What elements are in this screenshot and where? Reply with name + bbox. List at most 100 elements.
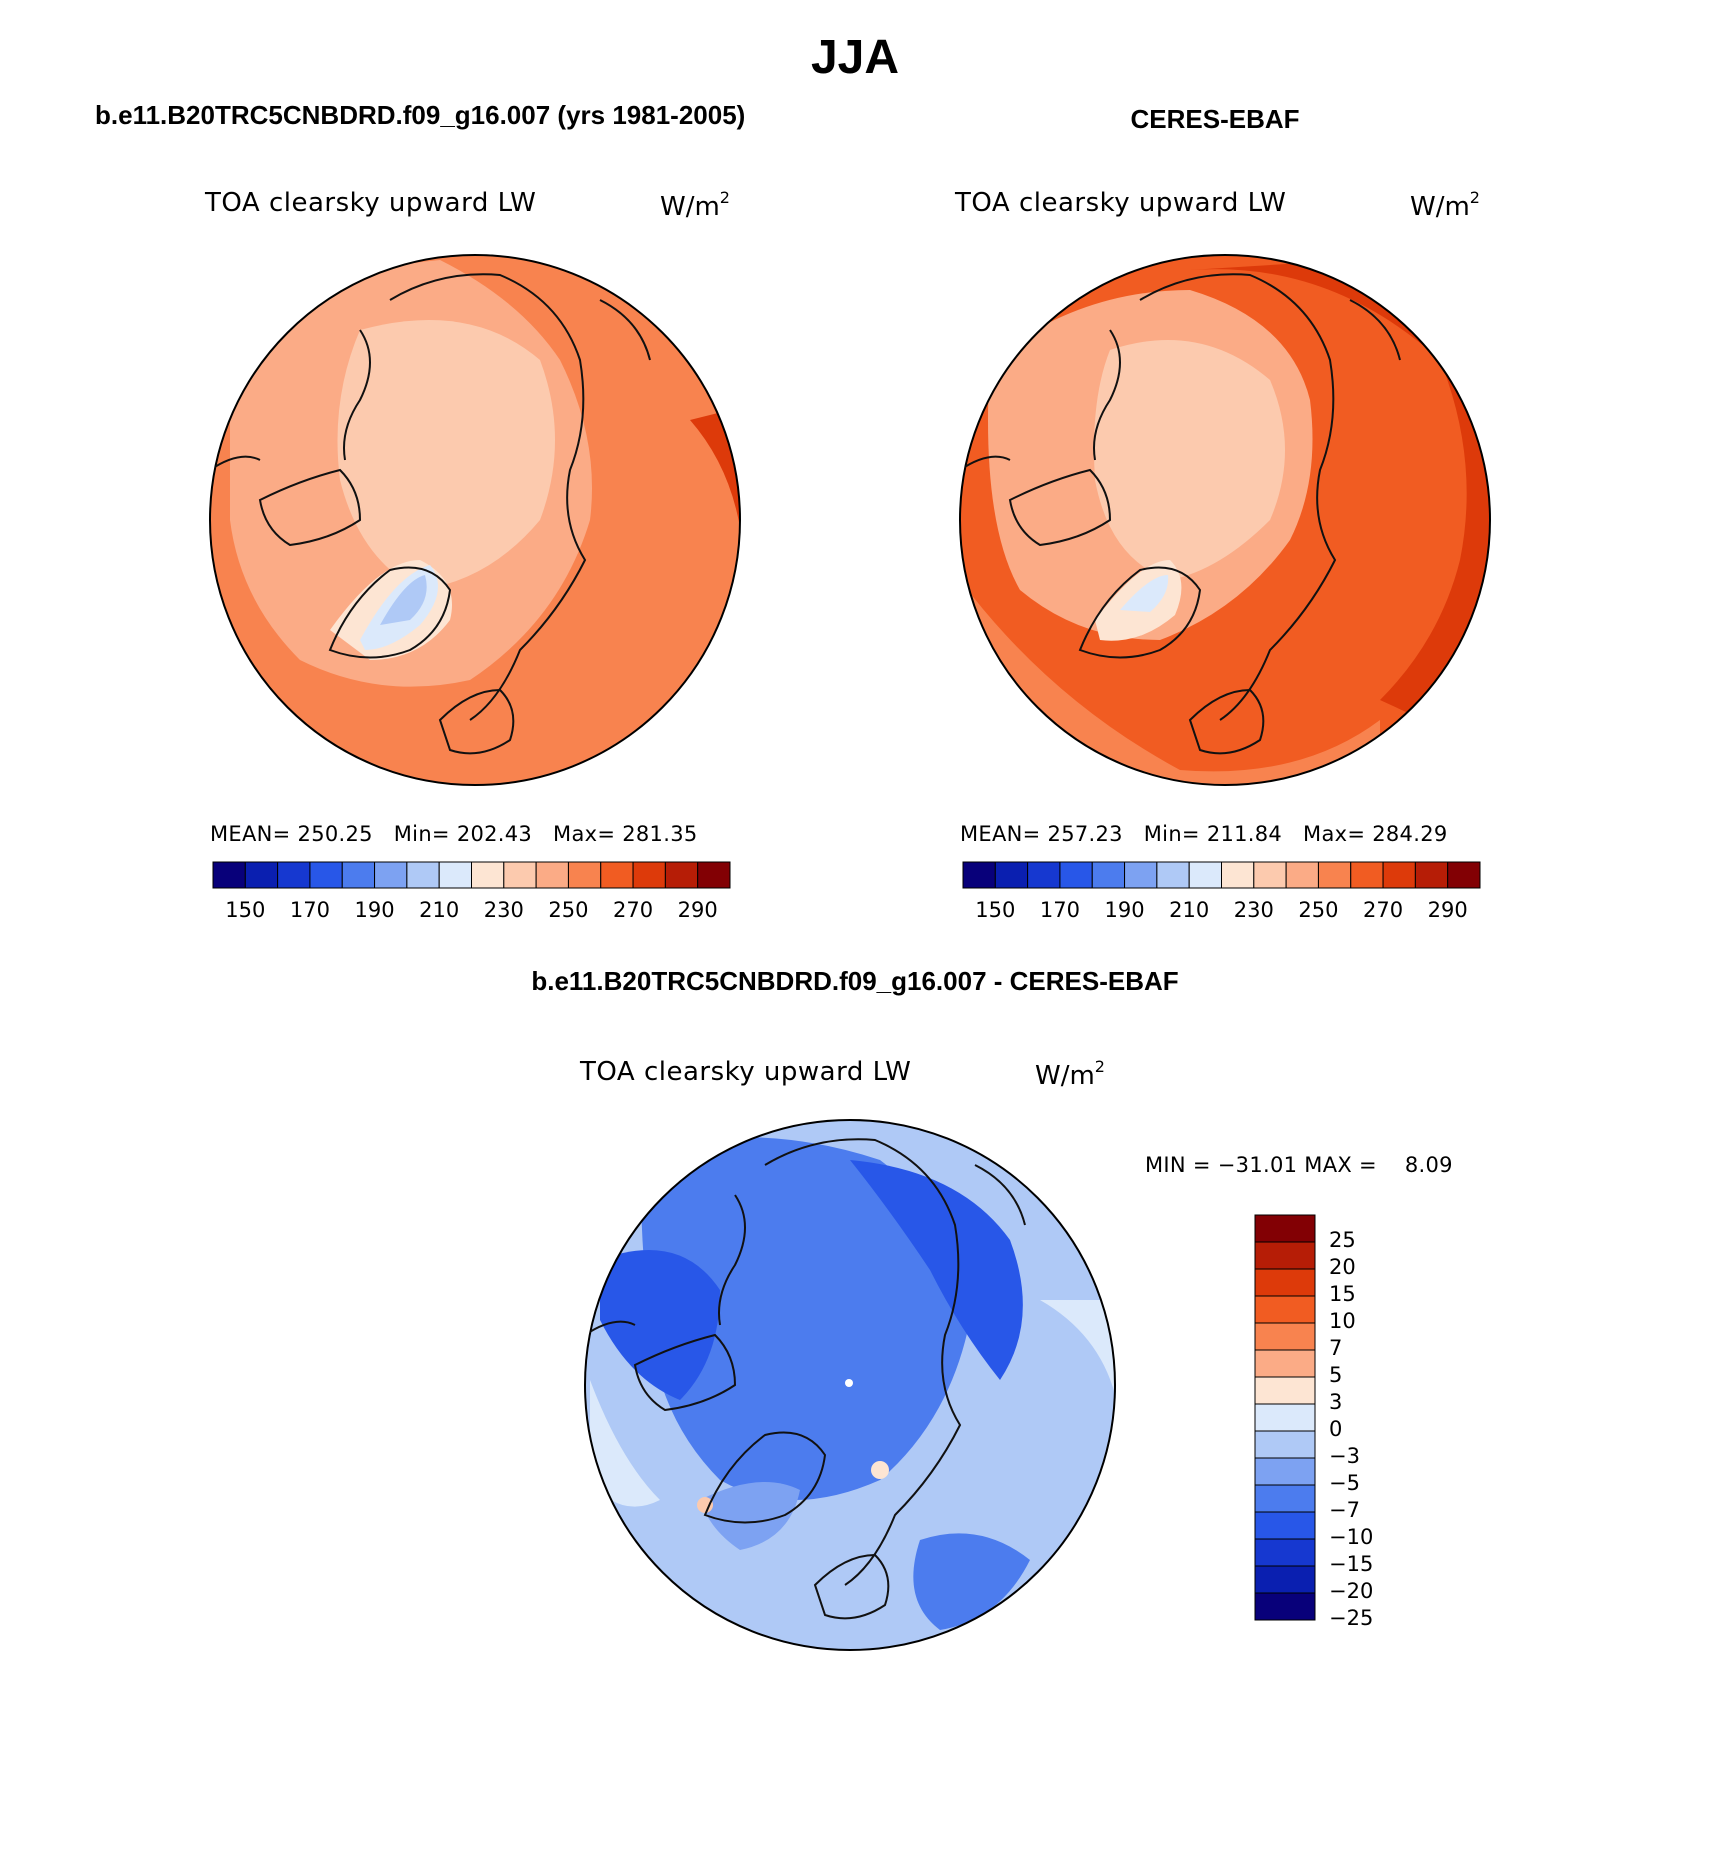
colorbar-tick-label: 190 xyxy=(354,898,395,922)
colorbar-swatch xyxy=(1124,861,1158,889)
diff-variable-label: TOA clearsky upward LW xyxy=(580,1057,912,1087)
colorbar-swatch xyxy=(1350,861,1384,889)
colorbar-swatch xyxy=(503,861,537,889)
colorbar-tick-label: 25 xyxy=(1329,1228,1356,1252)
colorbar-swatch xyxy=(244,861,279,889)
colorbar-swatch xyxy=(697,861,731,889)
colorbar-swatch xyxy=(962,861,996,889)
colorbar-swatch xyxy=(1254,1295,1316,1324)
colorbar-swatch xyxy=(1253,861,1287,889)
colorbar-swatch xyxy=(1254,1538,1316,1567)
difference-panel-header: b.e11.B20TRC5CNBDRD.f09_g16.007 - CERES-… xyxy=(531,966,1179,996)
colorbar-swatch xyxy=(1221,861,1255,889)
model-colorbar xyxy=(212,861,731,889)
colorbar-swatch xyxy=(1447,861,1481,889)
colorbar-swatch xyxy=(341,861,376,889)
colorbar-swatch xyxy=(1156,861,1190,889)
colorbar-tick-label: 290 xyxy=(1427,898,1468,922)
colorbar-tick-label: 250 xyxy=(1298,898,1339,922)
colorbar-swatch xyxy=(309,861,343,889)
obs-polar-map xyxy=(960,255,1490,785)
colorbar-swatch xyxy=(1414,861,1449,889)
diff-unit-label: W/m2 xyxy=(1035,1057,1105,1091)
colorbar-tick-label: 250 xyxy=(548,898,589,922)
colorbar-swatch xyxy=(1254,1511,1316,1540)
difference-polar-map xyxy=(585,1120,1115,1650)
colorbar-swatch xyxy=(1254,1592,1316,1621)
difference-colorbar xyxy=(1254,1214,1316,1621)
colorbar-tick-label: 230 xyxy=(1233,898,1274,922)
colorbar-swatch xyxy=(1254,1403,1316,1432)
difference-coastlines xyxy=(585,1138,1026,1620)
model-stats: MEAN= 250.25 Min= 202.43 Max= 281.35 xyxy=(210,822,698,846)
colorbar-tick-label: −15 xyxy=(1329,1552,1374,1576)
obs-stats: MEAN= 257.23 Min= 211.84 Max= 284.29 xyxy=(960,822,1448,846)
colorbar-tick-label: 170 xyxy=(1039,898,1080,922)
model-unit-label: W/m2 xyxy=(660,188,730,222)
colorbar-swatch xyxy=(1027,861,1061,889)
difference-map-boundary xyxy=(584,1119,1116,1651)
colorbar-swatch xyxy=(1188,861,1222,889)
colorbar-swatch xyxy=(535,861,569,889)
obs-panel-header: CERES-EBAF xyxy=(1130,104,1300,134)
colorbar-tick-label: 270 xyxy=(613,898,654,922)
colorbar-tick-label: 150 xyxy=(225,898,266,922)
colorbar-swatch xyxy=(994,861,1029,889)
figure-title: JJA xyxy=(810,31,900,84)
model-coastlines xyxy=(210,273,651,755)
colorbar-tick-label: 210 xyxy=(1169,898,1210,922)
obs-coastlines xyxy=(960,273,1401,755)
colorbar-tick-label: 5 xyxy=(1329,1363,1343,1387)
colorbar-tick-label: 150 xyxy=(975,898,1016,922)
colorbar-tick-label: 3 xyxy=(1329,1390,1343,1414)
colorbar-tick-label: 0 xyxy=(1329,1417,1343,1441)
colorbar-swatch xyxy=(471,861,505,889)
colorbar-tick-label: 210 xyxy=(419,898,460,922)
colorbar-tick-label: −7 xyxy=(1329,1498,1360,1522)
obs-variable-label: TOA clearsky upward LW xyxy=(955,188,1287,218)
colorbar-swatch xyxy=(1254,1430,1316,1459)
colorbar-swatch xyxy=(438,861,472,889)
obs-map-boundary xyxy=(959,254,1491,786)
colorbar-swatch xyxy=(1254,1268,1316,1297)
colorbar-tick-label: 230 xyxy=(483,898,524,922)
colorbar-swatch xyxy=(212,861,246,889)
north-pole-marker xyxy=(845,1379,853,1387)
colorbar-swatch xyxy=(1254,1322,1316,1351)
colorbar-tick-label: 270 xyxy=(1363,898,1404,922)
colorbar-swatch xyxy=(1254,1565,1316,1594)
colorbar-tick-label: 170 xyxy=(289,898,330,922)
colorbar-tick-label: −25 xyxy=(1329,1606,1374,1630)
colorbar-tick-label: −10 xyxy=(1329,1525,1374,1549)
colorbar-tick-label: 290 xyxy=(677,898,718,922)
colorbar-swatch xyxy=(600,861,634,889)
colorbar-swatch xyxy=(1285,861,1319,889)
colorbar-tick-label: −5 xyxy=(1329,1471,1360,1495)
colorbar-swatch xyxy=(277,861,311,889)
colorbar-swatch xyxy=(1091,861,1126,889)
model-panel-header: b.e11.B20TRC5CNBDRD.f09_g16.007 (yrs 198… xyxy=(95,100,746,130)
colorbar-tick-label: 15 xyxy=(1329,1282,1356,1306)
colorbar-swatch xyxy=(1254,1241,1316,1270)
model-variable-label: TOA clearsky upward LW xyxy=(205,188,537,218)
model-map-boundary xyxy=(209,254,741,786)
colorbar-tick-label: −3 xyxy=(1329,1444,1360,1468)
colorbar-swatch xyxy=(1254,1349,1316,1378)
colorbar-tick-label: 190 xyxy=(1104,898,1145,922)
colorbar-swatch xyxy=(1254,1484,1316,1513)
colorbar-swatch xyxy=(632,861,666,889)
model-polar-map xyxy=(210,255,740,785)
obs-colorbar xyxy=(962,861,1481,889)
colorbar-swatch xyxy=(1254,1457,1316,1486)
obs-unit-label: W/m2 xyxy=(1410,188,1480,222)
colorbar-swatch xyxy=(1059,861,1093,889)
diff-minmax: MIN = −31.01 MAX = 8.09 xyxy=(1145,1153,1453,1177)
colorbar-tick-label: 10 xyxy=(1329,1309,1356,1333)
colorbar-swatch xyxy=(1317,861,1352,889)
colorbar-swatch xyxy=(374,861,408,889)
colorbar-swatch xyxy=(567,861,602,889)
colorbar-swatch xyxy=(406,861,440,889)
colorbar-swatch xyxy=(664,861,699,889)
colorbar-tick-label: 7 xyxy=(1329,1336,1343,1360)
